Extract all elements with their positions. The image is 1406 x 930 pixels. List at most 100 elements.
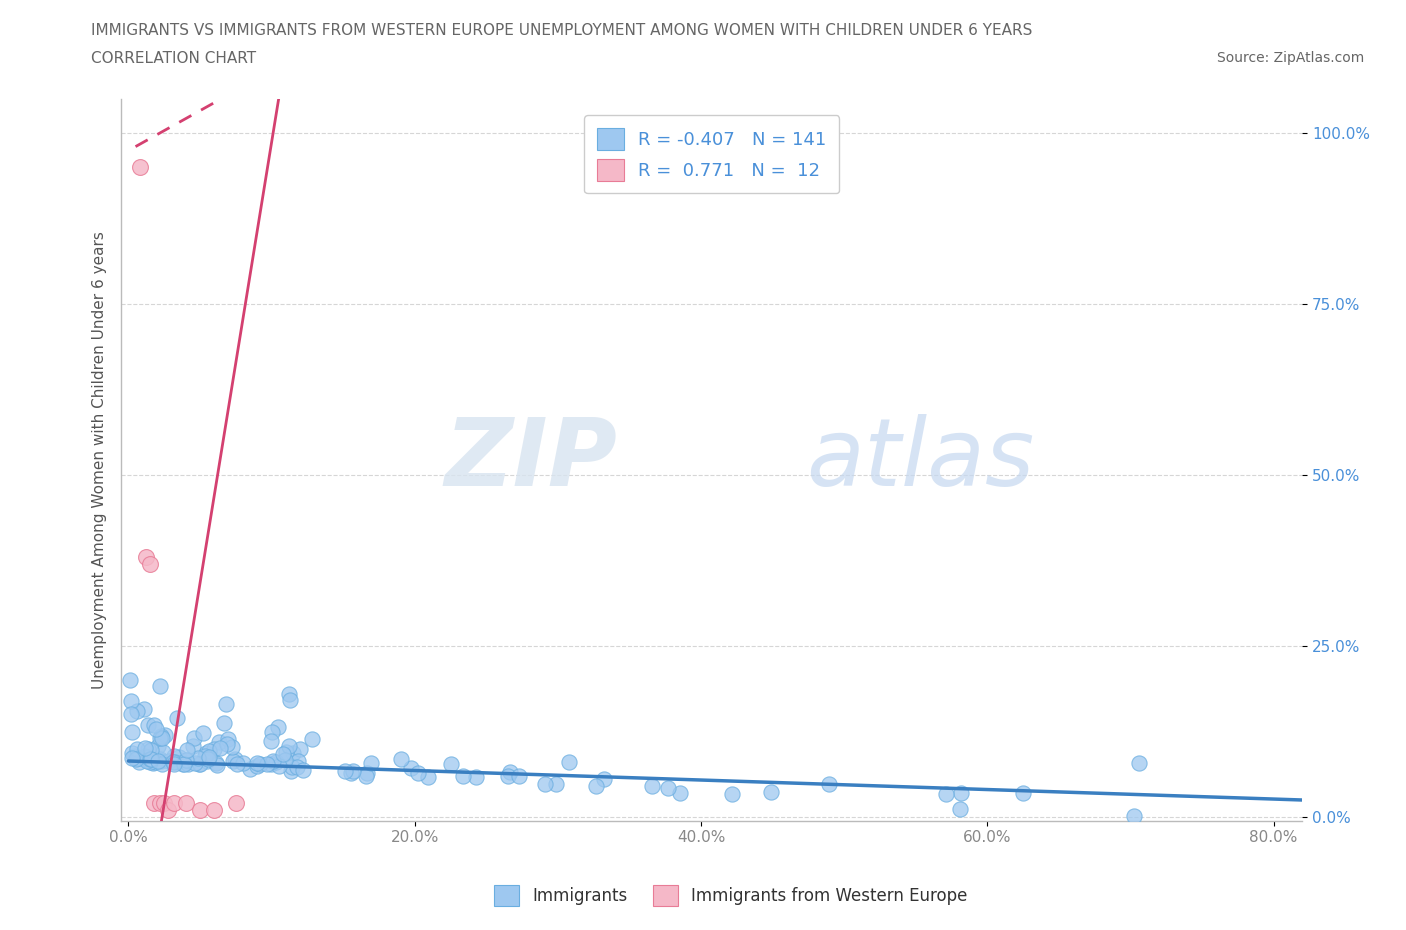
Point [440, 757, 463, 772]
Point [143, 755, 166, 770]
Point [1122, 808, 1144, 823]
Point [176, 756, 198, 771]
Point [150, 731, 173, 746]
Point [125, 704, 148, 719]
Point [157, 754, 180, 769]
Point [292, 763, 315, 777]
Point [221, 739, 243, 754]
Point [281, 746, 304, 761]
Point [122, 749, 145, 764]
Point [188, 756, 211, 771]
Legend: R = -0.407   N = 141, R =  0.771   N =  12: R = -0.407 N = 141, R = 0.771 N = 12 [583, 115, 839, 193]
Point [125, 742, 148, 757]
Point [135, 550, 157, 565]
Point [153, 796, 176, 811]
Point [139, 755, 162, 770]
Point [262, 724, 284, 739]
Point [183, 731, 205, 746]
Y-axis label: Unemployment Among Women with Children Under 6 years: Unemployment Among Women with Children U… [93, 231, 107, 688]
Point [146, 754, 169, 769]
Point [134, 740, 156, 755]
Point [202, 741, 225, 756]
Point [342, 764, 364, 778]
Point [141, 753, 163, 768]
Point [176, 752, 198, 767]
Point [139, 556, 162, 571]
Point [149, 731, 172, 746]
Point [260, 734, 283, 749]
Point [668, 785, 690, 800]
Point [128, 755, 150, 770]
Point [188, 803, 211, 817]
Point [163, 754, 186, 769]
Point [149, 679, 172, 694]
Point [935, 786, 957, 801]
Point [389, 751, 412, 766]
Point [721, 787, 744, 802]
Point [640, 778, 662, 793]
Point [202, 803, 225, 817]
Point [197, 744, 219, 759]
Point [136, 717, 159, 732]
Point [278, 738, 301, 753]
Point [246, 759, 269, 774]
Point [193, 725, 215, 740]
Point [135, 750, 157, 764]
Point [143, 796, 166, 811]
Point [1012, 786, 1035, 801]
Point [280, 693, 302, 708]
Point [280, 764, 302, 778]
Point [188, 757, 211, 772]
Point [135, 753, 157, 768]
Point [249, 756, 271, 771]
Point [759, 784, 782, 799]
Point [195, 745, 218, 760]
Point [277, 687, 299, 702]
Point [127, 751, 149, 765]
Point [195, 754, 218, 769]
Text: atlas: atlas [806, 414, 1035, 505]
Point [138, 742, 160, 757]
Point [360, 755, 382, 770]
Point [148, 739, 170, 754]
Legend: Immigrants, Immigrants from Western Europe: Immigrants, Immigrants from Western Euro… [488, 879, 974, 912]
Point [285, 760, 308, 775]
Point [217, 737, 239, 751]
Point [239, 761, 262, 776]
Point [138, 751, 160, 766]
Point [149, 752, 172, 767]
Point [508, 768, 530, 783]
Point [416, 770, 439, 785]
Point [214, 697, 236, 711]
Point [274, 752, 297, 767]
Point [121, 751, 143, 766]
Point [657, 780, 679, 795]
Point [949, 786, 972, 801]
Point [163, 796, 186, 811]
Point [333, 764, 356, 778]
Point [120, 672, 142, 687]
Point [453, 769, 475, 784]
Point [132, 702, 155, 717]
Point [274, 744, 297, 759]
Point [121, 746, 143, 761]
Point [498, 768, 520, 783]
Point [152, 744, 174, 759]
Point [246, 756, 269, 771]
Point [217, 732, 239, 747]
Point [167, 750, 190, 764]
Point [585, 778, 607, 793]
Point [288, 741, 311, 756]
Point [198, 750, 221, 764]
Point [197, 751, 219, 766]
Point [143, 717, 166, 732]
Point [120, 694, 142, 709]
Point [139, 743, 162, 758]
Point [174, 796, 197, 811]
Point [224, 751, 246, 766]
Point [949, 802, 972, 817]
Point [149, 796, 172, 811]
Point [163, 749, 186, 764]
Point [401, 761, 423, 776]
Point [267, 720, 290, 735]
